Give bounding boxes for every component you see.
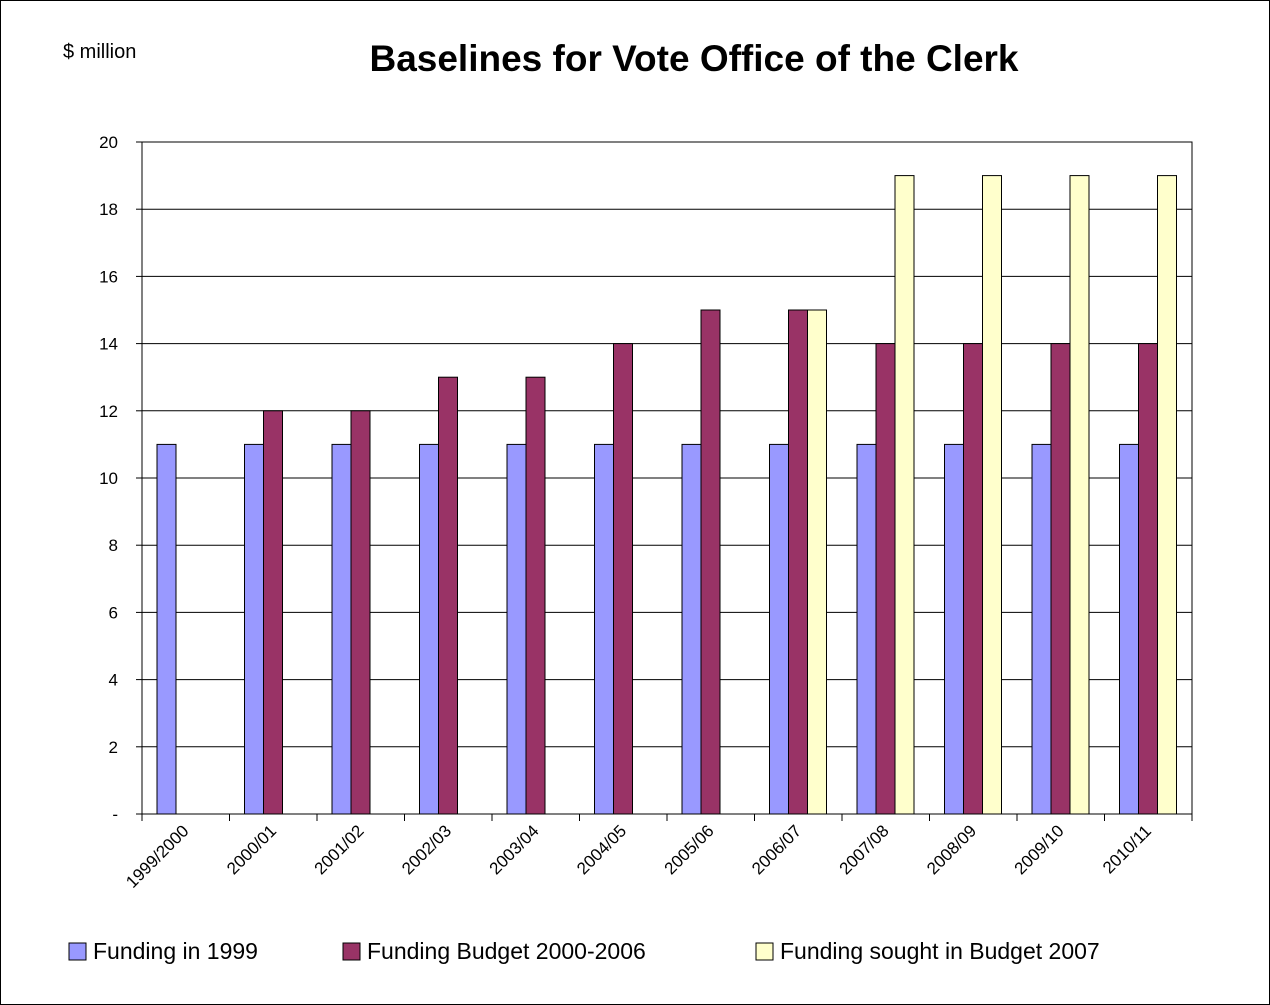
legend-label: Funding in 1999 <box>93 938 258 964</box>
bar <box>807 309 827 815</box>
bar <box>244 443 264 815</box>
bar <box>1157 175 1177 815</box>
bar <box>263 410 283 815</box>
x-tick-label: 2005/06 <box>661 821 718 878</box>
bar <box>963 343 983 815</box>
bar <box>769 443 789 815</box>
x-tick-label: 2008/09 <box>923 821 980 878</box>
y-tick-label: - <box>112 805 118 824</box>
bar <box>419 443 439 815</box>
y-axis-label: $ million <box>63 41 136 63</box>
bar <box>438 376 458 815</box>
bar <box>1069 175 1090 815</box>
bar <box>506 443 527 815</box>
x-tick-label: 2009/10 <box>1011 821 1068 878</box>
legend-swatch <box>68 942 87 961</box>
x-tick-label: 2010/11 <box>1099 821 1155 877</box>
x-tick-label: 2001/02 <box>311 821 368 878</box>
bar <box>1031 443 1052 815</box>
bar <box>594 443 614 815</box>
bar <box>1119 443 1139 815</box>
y-tick-label: 8 <box>109 536 118 555</box>
y-tick-label: 16 <box>99 267 118 286</box>
bar <box>875 343 896 815</box>
x-tick-label: 2000/01 <box>223 821 280 878</box>
y-tick-label: 10 <box>99 469 118 488</box>
legend-label: Funding sought in Budget 2007 <box>780 938 1100 964</box>
y-tick-label: 14 <box>99 335 118 354</box>
bar <box>856 443 877 815</box>
x-tick-label: 1999/2000 <box>122 821 192 891</box>
bar <box>982 175 1002 815</box>
bar <box>788 309 808 815</box>
x-tick-label: 2002/03 <box>398 821 455 878</box>
x-tick-label: 2006/07 <box>748 821 805 878</box>
bar <box>1050 343 1071 815</box>
bar <box>331 443 352 815</box>
x-tick-label: 2003/04 <box>486 821 543 878</box>
y-tick-label: 2 <box>109 738 118 757</box>
x-tick-label: 2007/08 <box>836 821 893 878</box>
x-tick-label: 2004/05 <box>573 821 630 878</box>
legend-label: Funding Budget 2000-2006 <box>367 938 646 964</box>
y-tick-label: 12 <box>99 402 118 421</box>
y-tick-label: 4 <box>109 671 118 690</box>
y-tick-label: 18 <box>99 200 118 219</box>
bar <box>525 376 546 815</box>
bar <box>944 443 964 815</box>
legend-swatch <box>755 942 774 961</box>
plot-area: - 2 4 6 8 10 12 14 16 18 20 1999/2000 2000/01 2001/02… <box>99 133 1193 892</box>
bar <box>613 343 633 815</box>
bar <box>1138 343 1158 815</box>
legend: Funding in 1999 Funding Budget 2000-2006 F… <box>68 938 1100 964</box>
bar <box>894 175 915 815</box>
bar <box>350 410 371 815</box>
y-tick-label: 6 <box>109 603 118 622</box>
bar <box>156 443 177 815</box>
bar <box>700 309 721 815</box>
chart-title: Baselines for Vote Office of the Clerk <box>369 38 1018 79</box>
legend-swatch <box>342 942 361 961</box>
y-tick-label: 20 <box>99 133 118 152</box>
bar <box>681 443 702 815</box>
